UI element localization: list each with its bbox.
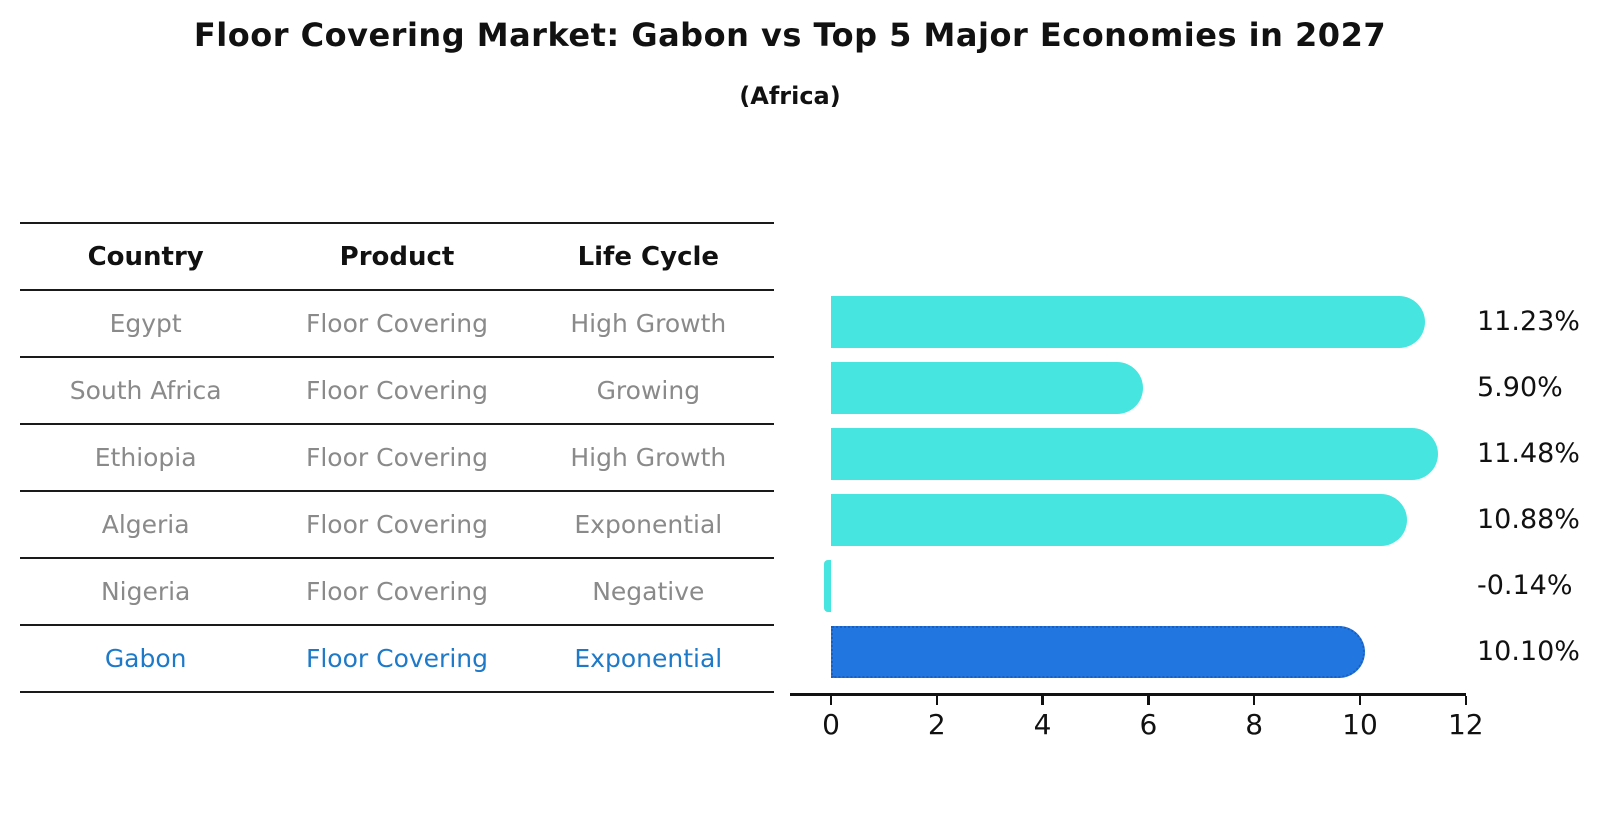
cell-life-cycle: Exponential	[574, 510, 723, 539]
table-header-row: Country Product Life Cycle	[20, 224, 774, 291]
cell-life-cycle: Growing	[596, 376, 701, 405]
column-header-life-cycle: Life Cycle	[577, 241, 720, 272]
cell-life-cycle: High Growth	[570, 443, 727, 472]
cell-life-cycle: Negative	[592, 577, 705, 606]
bar-south-africa	[831, 362, 1144, 414]
x-axis-tick-label-0: 0	[822, 708, 840, 741]
value-label-ethiopia: 11.48%	[1477, 438, 1580, 469]
x-axis-tick-6	[1147, 695, 1150, 705]
cell-country: South Africa	[69, 376, 222, 405]
x-axis-tick-label-4: 4	[1033, 708, 1052, 741]
cell-country: Algeria	[101, 510, 190, 539]
cell-life-cycle: Exponential	[574, 644, 723, 673]
table-row-nigeria: Nigeria Floor Covering Negative	[20, 559, 774, 626]
x-axis-tick-10	[1358, 695, 1362, 705]
cell-product: Floor Covering	[305, 443, 488, 472]
x-axis-tick-2	[935, 695, 939, 705]
x-axis-tick-12	[1464, 695, 1468, 705]
value-label-nigeria: -0.14%	[1477, 570, 1573, 601]
bar-nigeria	[823, 560, 831, 612]
value-label-egypt: 11.23%	[1477, 306, 1580, 337]
bar-egypt	[831, 296, 1426, 348]
cell-product: Floor Covering	[305, 644, 488, 673]
cell-product: Floor Covering	[305, 577, 488, 606]
x-axis-tick-4	[1041, 695, 1044, 705]
value-label-algeria: 10.88%	[1477, 504, 1580, 535]
x-axis-tick-label-10: 10	[1342, 708, 1378, 741]
table-row-south-africa: South Africa Floor Covering Growing	[20, 358, 774, 425]
table-row-gabon: Gabon Floor Covering Exponential	[20, 626, 774, 693]
table-row-egypt: Egypt Floor Covering High Growth	[20, 291, 774, 358]
x-axis-tick-label-12: 12	[1447, 708, 1484, 741]
column-header-country: Country	[87, 241, 204, 272]
cell-life-cycle: High Growth	[570, 309, 727, 338]
value-label-gabon: 10.10%	[1477, 636, 1580, 667]
value-label-south-africa: 5.90%	[1477, 372, 1563, 403]
table-body: Egypt Floor Covering High Growth South Afri…	[20, 291, 774, 693]
chart-subtitle: (Africa)	[739, 82, 841, 110]
table-row-ethiopia: Ethiopia Floor Covering High Growth	[20, 425, 774, 492]
x-axis-tick-label-2: 2	[927, 708, 946, 741]
cell-country: Ethiopia	[94, 443, 197, 472]
cell-product: Floor Covering	[305, 510, 488, 539]
cell-country: Egypt	[109, 309, 182, 338]
chart-title: Floor Covering Market: Gabon vs Top 5 Ma…	[193, 16, 1387, 54]
x-axis-tick-label-6: 6	[1139, 708, 1158, 741]
cell-product: Floor Covering	[305, 376, 488, 405]
country-table: Country Product Life Cycle Egypt Floor Co…	[20, 222, 774, 693]
x-axis-tick-label-8: 8	[1245, 708, 1264, 741]
x-axis-tick-0	[829, 695, 833, 705]
x-axis-line	[790, 693, 1466, 696]
bar-ethiopia	[831, 428, 1439, 480]
table-row-algeria: Algeria Floor Covering Exponential	[20, 492, 774, 559]
bar-algeria	[831, 494, 1407, 546]
cell-country: Nigeria	[100, 577, 191, 606]
x-axis-tick-8	[1252, 695, 1256, 705]
bar-gabon	[831, 626, 1366, 678]
cell-country: Gabon	[104, 644, 187, 673]
cell-product: Floor Covering	[305, 309, 488, 338]
column-header-product: Product	[339, 241, 455, 272]
